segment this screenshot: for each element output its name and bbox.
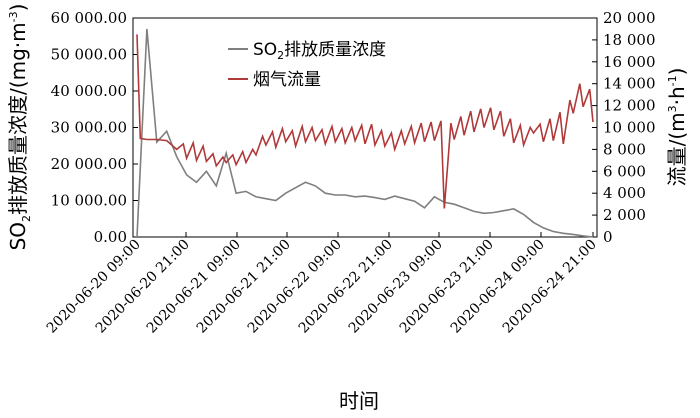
series-line-flue-gas-flow <box>136 34 594 209</box>
y-axis-label-left: SO2排放质量浓度/(mg·m-3) <box>6 4 33 251</box>
right-tick-label: 10 000 <box>603 119 656 137</box>
x-tick-label: 2020-06-22 21:00 <box>296 237 396 337</box>
x-tick-label: 2020-06-23 21:00 <box>397 237 497 337</box>
left-tick-label: 40 000.00 <box>51 82 127 100</box>
x-tick-label: 2020-06-21 09:00 <box>144 237 244 337</box>
left-tick-label: 30 000.00 <box>51 119 127 137</box>
x-tick-label: 2020-06-22 09:00 <box>245 237 345 337</box>
series-line-so2 <box>136 28 594 238</box>
right-tick-label: 8 000 <box>603 140 646 158</box>
right-tick-label: 0 <box>603 228 613 246</box>
left-tick-label: 50 000.00 <box>51 46 127 64</box>
x-tick-label: 2020-06-24 09:00 <box>448 237 548 337</box>
right-tick-label: 2 000 <box>603 206 646 224</box>
left-tick-label: 60 000.00 <box>51 9 127 27</box>
x-axis-label: 时间 <box>339 389 379 413</box>
x-tick-label: 2020-06-24 21:00 <box>500 237 600 337</box>
legend-label-so2: SO2排放质量浓度 <box>253 40 386 62</box>
left-axis: 0.00 10 000.00 20 000.00 30 000.00 40 000.00… <box>51 9 138 246</box>
right-tick-label: 20 000 <box>603 9 656 27</box>
y-axis-label-right: 流量/(m3·h-1) <box>665 68 689 187</box>
right-tick-label: 18 000 <box>603 31 656 49</box>
right-tick-label: 12 000 <box>603 97 656 115</box>
x-tick-label: 2020-06-20 09:00 <box>44 237 144 337</box>
left-tick-label: 10 000.00 <box>51 192 127 210</box>
legend: SO2排放质量浓度 烟气流量 <box>228 40 386 90</box>
right-tick-label: 14 000 <box>603 75 656 93</box>
left-tick-label: 20 000.00 <box>51 155 127 173</box>
right-tick-label: 4 000 <box>603 184 646 202</box>
x-tick-label: 2020-06-23 09:00 <box>346 237 446 337</box>
legend-label-flow: 烟气流量 <box>253 70 321 90</box>
right-tick-label: 6 000 <box>603 162 646 180</box>
right-axis: 0 2 000 4 000 6 000 8 000 10 000 12 000 14 000 1… <box>592 9 656 246</box>
x-tick-label: 2020-06-21 21:00 <box>194 237 294 337</box>
right-tick-label: 16 000 <box>603 53 656 71</box>
x-tick-label: 2020-06-20 21:00 <box>93 237 193 337</box>
left-tick-label: 0.00 <box>94 228 127 246</box>
